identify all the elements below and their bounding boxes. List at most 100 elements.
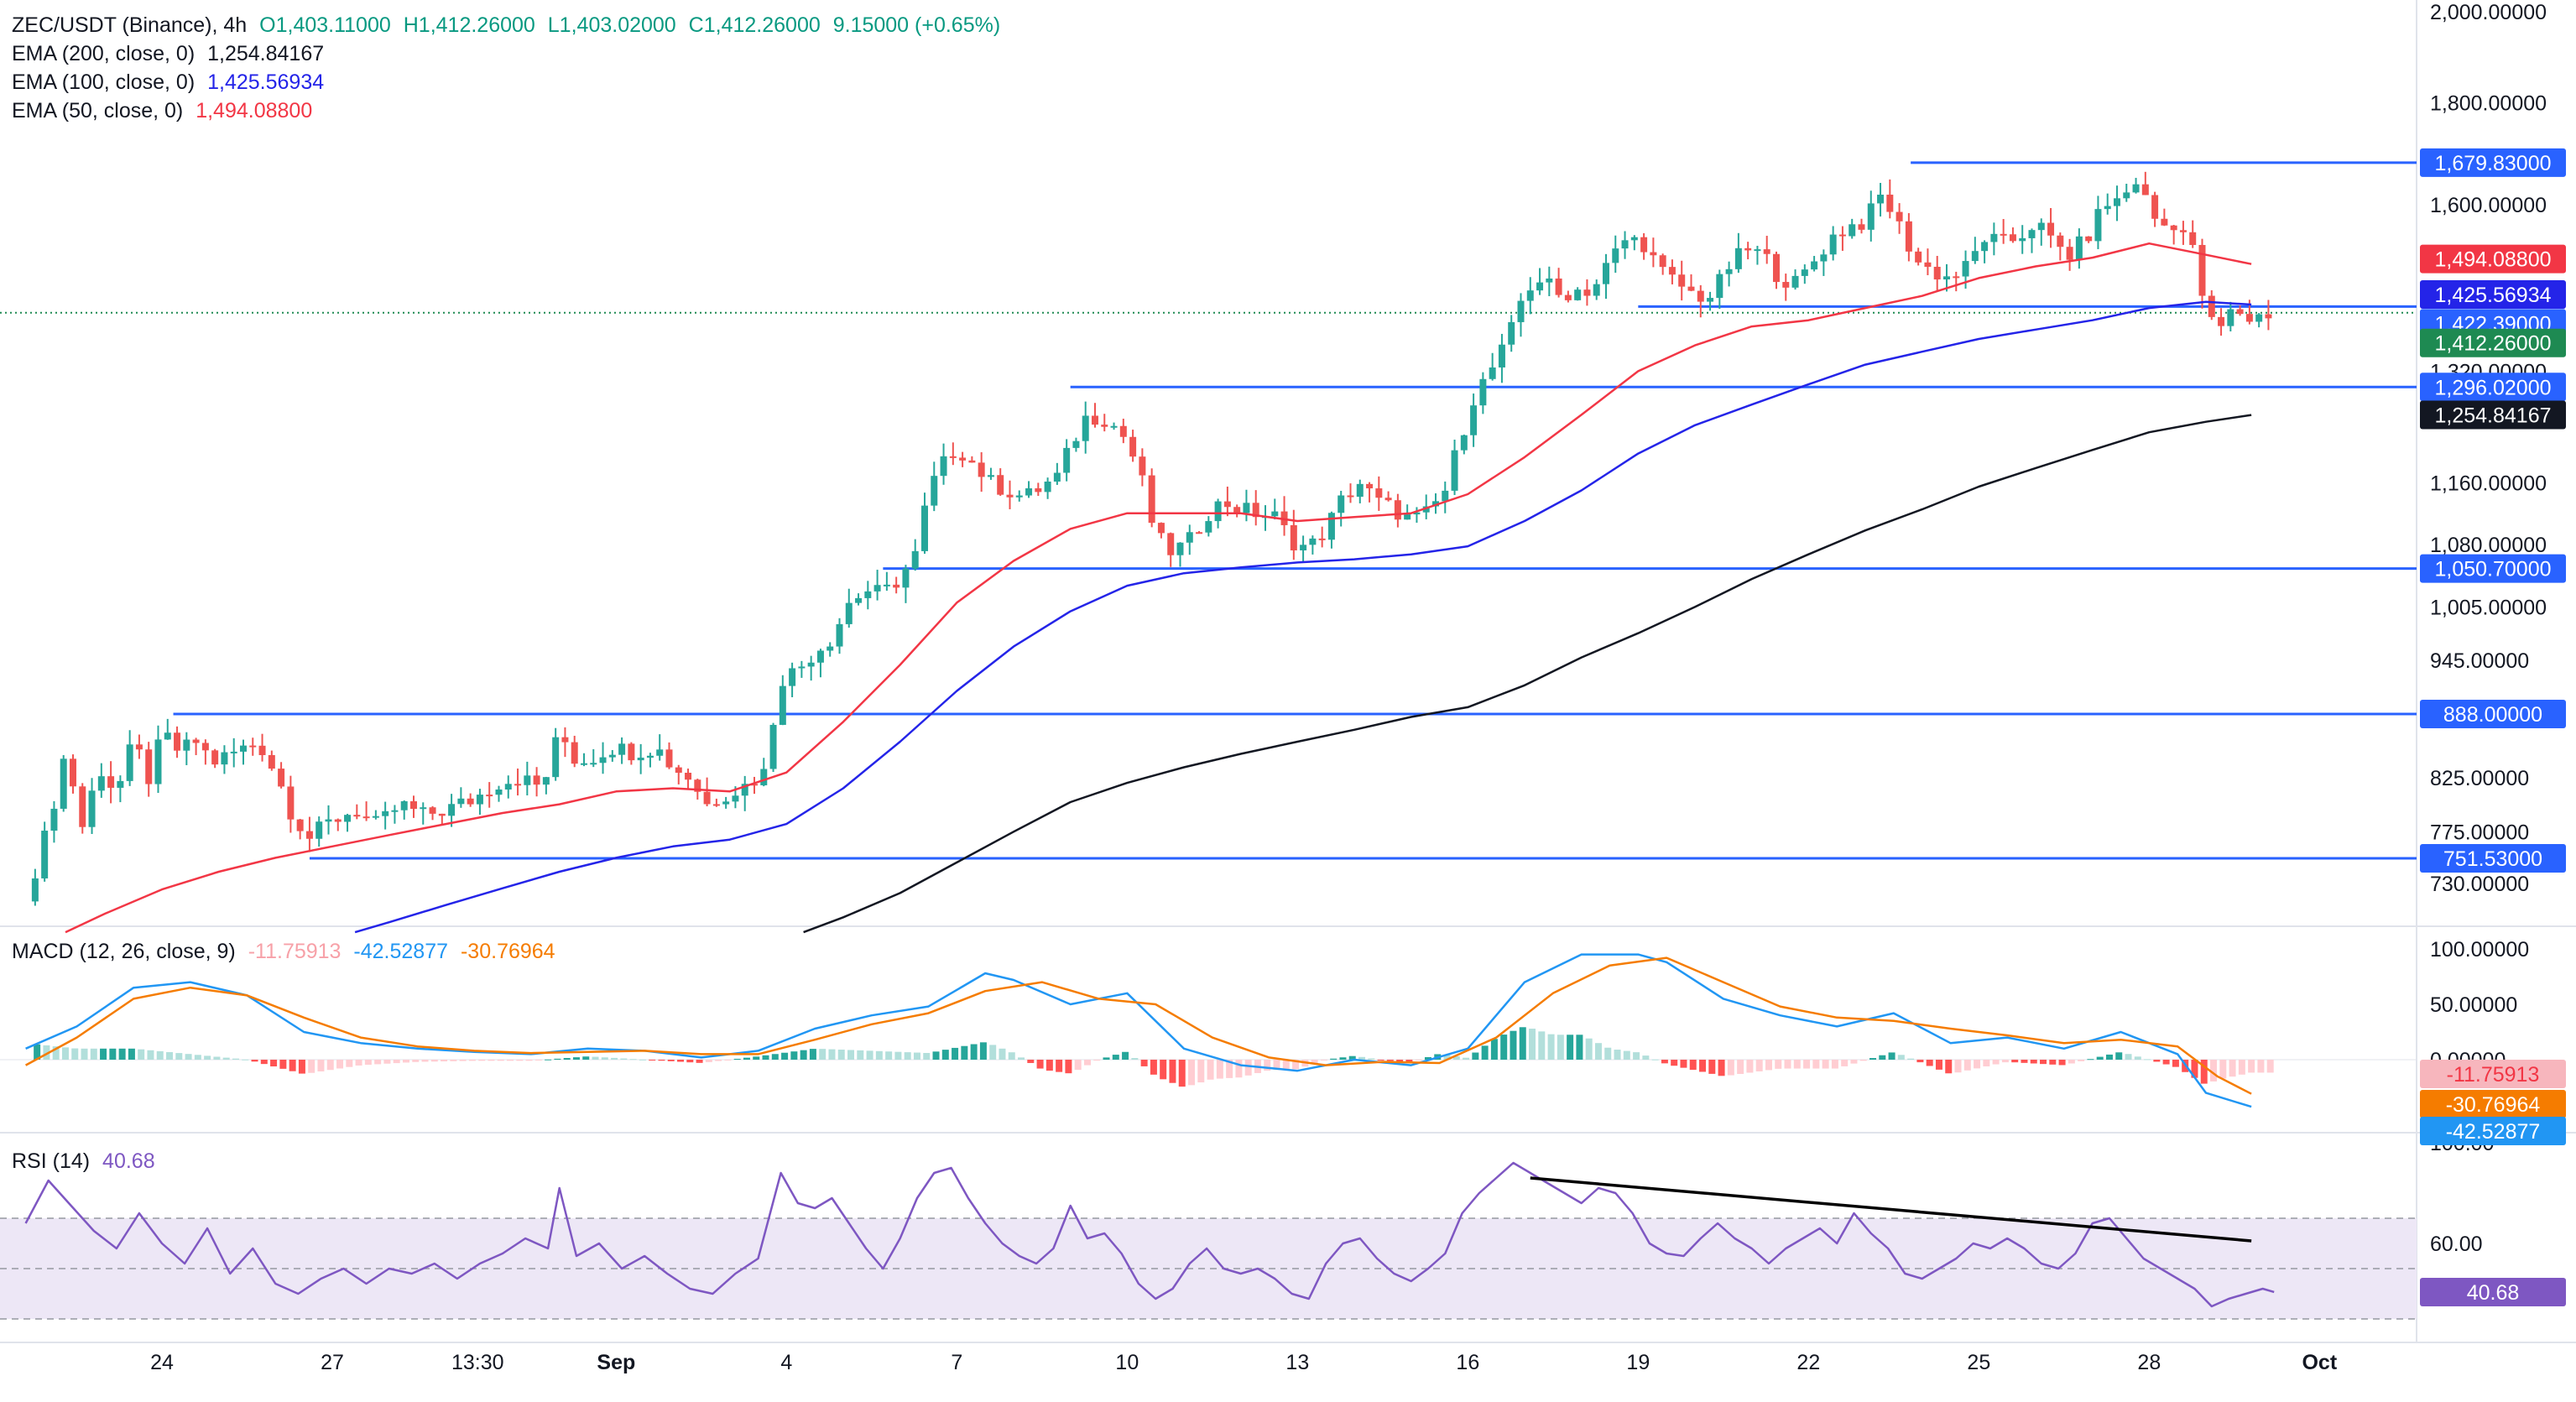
macd-histogram-bar [941, 1050, 949, 1060]
macd-histogram-bar [2030, 1060, 2037, 1064]
macd-histogram-bar [1424, 1056, 1431, 1060]
candle-body [590, 763, 597, 765]
candle-body [2245, 314, 2253, 322]
price-tick-label: 1,600.00000 [2430, 194, 2547, 217]
macd-histogram-bar [1708, 1060, 1716, 1074]
candle-body [2265, 314, 2272, 319]
macd-histogram-bar [2011, 1060, 2019, 1063]
price-tag: 1,679.83000 [2420, 148, 2566, 177]
candle-body [476, 795, 483, 805]
price-tick-label: 825.00000 [2430, 767, 2529, 790]
candle-body [1035, 488, 1042, 493]
macd-histogram-bar [222, 1057, 230, 1060]
macd-histogram-bar [1226, 1060, 1233, 1078]
macd-histogram-bar [2134, 1056, 2141, 1060]
candle-body [1148, 475, 1155, 524]
macd-histogram-bar [1160, 1060, 1167, 1080]
time-tick-label: 13 [1285, 1351, 1309, 1374]
time-tick-label: 4 [780, 1351, 792, 1374]
candle-body [239, 745, 247, 752]
macd-histogram-bar [923, 1052, 931, 1060]
macd-histogram-bar [582, 1056, 590, 1060]
rsi-line [24, 1161, 2275, 1308]
candle-body [315, 821, 323, 839]
macd-tag: -42.52877 [2420, 1117, 2566, 1145]
candle-body [1347, 495, 1354, 498]
macd-histogram-bar [1452, 1055, 1460, 1060]
candle-body [2170, 225, 2177, 231]
candle-body [1196, 532, 1203, 534]
candle-body [760, 769, 768, 785]
candle-body [1271, 511, 1279, 517]
candle-body [1394, 500, 1401, 520]
macd-histogram-bar [2257, 1060, 2265, 1073]
macd-histogram-bar [1831, 1060, 1838, 1069]
price-tick-label: 2,000.00000 [2430, 1, 2547, 24]
candle-body [1233, 507, 1241, 513]
candle-body [1971, 251, 1979, 262]
macd-histogram-bar [1500, 1035, 1508, 1060]
candle-body [1801, 269, 1808, 276]
candle-body [2227, 309, 2234, 326]
candle-body [1687, 286, 1695, 291]
macd-histogram-bar [1585, 1038, 1593, 1060]
candle-body [50, 808, 58, 831]
macd-histogram-bar [563, 1057, 571, 1060]
macd-histogram-bar [649, 1060, 656, 1061]
macd-histogram-bar [1320, 1060, 1327, 1061]
candle-body [1754, 249, 1761, 252]
candle-body [845, 602, 853, 624]
candle-body [1243, 503, 1250, 513]
candle-body [1526, 290, 1534, 301]
macd-histogram-bar [2115, 1052, 2123, 1060]
candle-body [1186, 532, 1193, 543]
price-tick-label: 1,800.00000 [2430, 92, 2547, 116]
macd-histogram-bar [289, 1060, 296, 1071]
macd-histogram-bar [809, 1049, 816, 1060]
ema200-line [803, 414, 2252, 934]
candle-body [2028, 230, 2036, 238]
macd-histogram-bar [374, 1060, 382, 1065]
macd-histogram-bar [61, 1047, 69, 1060]
candle-body [2132, 184, 2140, 193]
macd-histogram-bar [1188, 1060, 1196, 1086]
price-tag: 751.53000 [2420, 844, 2566, 873]
time-tick-label: 16 [1456, 1351, 1479, 1374]
price-tag-bg [2420, 280, 2566, 310]
price-tag-text: -11.75913 [2447, 1063, 2540, 1087]
macd-histogram-bar [1490, 1039, 1498, 1060]
time-tick-label: 27 [321, 1351, 344, 1374]
price-tag: 888.00000 [2420, 700, 2566, 729]
time-tick-label: 25 [1967, 1351, 1990, 1374]
candle-body [211, 750, 219, 765]
macd-histogram-bar [1216, 1060, 1223, 1079]
macd-histogram-bar [1974, 1060, 1981, 1069]
time-tick-label: Oct [2302, 1351, 2337, 1374]
candle-body [2075, 236, 2083, 260]
macd-histogram-bar [2021, 1060, 2028, 1063]
candle-body [31, 878, 39, 902]
macd-histogram-bar [488, 1060, 495, 1061]
macd-histogram-bar [430, 1060, 438, 1062]
macd-histogram-bar [2068, 1060, 2075, 1064]
macd-histogram-bar [251, 1060, 258, 1062]
macd-histogram-bar [1954, 1060, 1962, 1073]
macd-histogram-bar [1131, 1058, 1139, 1060]
rsi-tag: 40.68 [2420, 1277, 2566, 1306]
candle-body [268, 754, 275, 769]
candle-body [703, 791, 711, 805]
candle-body [429, 807, 436, 814]
candle-body [816, 650, 824, 663]
macd-tick-label: 100.00000 [2430, 938, 2529, 962]
candle-body [457, 798, 465, 805]
candle-body [400, 800, 408, 810]
candle-body [1498, 344, 1505, 367]
macd-histogram-bar [1368, 1058, 1375, 1060]
candle-body [1091, 415, 1098, 425]
candle-body [382, 810, 389, 816]
candle-body [665, 749, 673, 768]
macd-histogram-bar [545, 1059, 552, 1061]
candle-body [722, 801, 730, 805]
macd-histogram-bar [2210, 1060, 2218, 1081]
